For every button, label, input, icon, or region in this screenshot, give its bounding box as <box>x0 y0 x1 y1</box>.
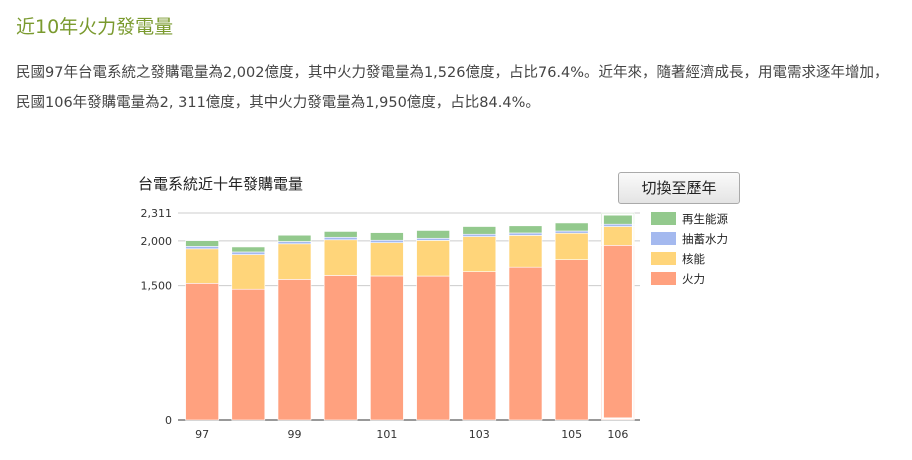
x-tick-label: 103 <box>469 428 490 441</box>
bar-segment-thermal[interactable] <box>508 266 543 421</box>
x-tick-label: 101 <box>376 428 397 441</box>
legend-swatch-nuclear <box>651 252 676 265</box>
x-tick-label: 105 <box>561 428 582 441</box>
bar-group-104[interactable] <box>508 225 543 421</box>
bar-segment-nuclear[interactable] <box>462 236 497 272</box>
bar-group-97[interactable] <box>185 240 219 421</box>
bar-segment-renewable[interactable] <box>185 240 219 247</box>
bar-segment-nuclear[interactable] <box>554 232 589 260</box>
legend-label-pumped: 抽蓄水力 <box>682 232 728 246</box>
y-tick-label: 2,000 <box>141 235 173 248</box>
bar-segment-thermal[interactable] <box>462 271 497 421</box>
bar-group-100[interactable] <box>323 231 358 421</box>
bar-segment-pumped[interactable] <box>323 236 358 241</box>
bar-segment-pumped[interactable] <box>185 246 219 250</box>
x-tick-label: 106 <box>607 428 628 441</box>
y-tick-label: 1,500 <box>141 280 173 293</box>
y-tick-label: 0 <box>165 414 172 427</box>
x-tick-label: 99 <box>288 428 302 441</box>
y-axis: 0 1,500 2,000 2,311 <box>141 207 173 427</box>
bar-segment-renewable[interactable] <box>370 232 404 241</box>
chart-bars <box>185 212 635 421</box>
bar-segment-pumped[interactable] <box>554 230 589 234</box>
bar-segment-renewable[interactable] <box>231 246 266 253</box>
legend-swatch-pumped <box>651 232 676 245</box>
bar-segment-renewable[interactable] <box>508 225 543 234</box>
legend-label-renewable: 再生能源 <box>682 212 728 226</box>
switch-to-history-button[interactable]: 切換至歷年 <box>618 172 740 204</box>
bar-segment-thermal[interactable] <box>231 288 266 421</box>
bar-segment-pumped[interactable] <box>601 223 635 227</box>
intro-paragraph: 民國97年台電系統之發購電量為2,002億度，其中火力發電量為1,526億度，占… <box>16 65 889 111</box>
bar-segment-pumped[interactable] <box>416 237 450 241</box>
bar-group-103[interactable] <box>462 226 497 421</box>
bar-segment-pumped[interactable] <box>277 241 312 245</box>
x-tick-label: 97 <box>195 428 209 441</box>
bar-segment-nuclear[interactable] <box>508 235 543 268</box>
bar-segment-renewable[interactable] <box>554 222 589 232</box>
legend-label-thermal: 火力 <box>682 272 705 286</box>
chart-title: 台電系統近十年發購電量 <box>138 175 303 193</box>
bar-segment-nuclear[interactable] <box>416 240 450 277</box>
bar-segment-pumped[interactable] <box>370 239 404 243</box>
bar-group-101[interactable] <box>370 232 404 421</box>
bar-segment-pumped[interactable] <box>231 251 266 255</box>
bar-segment-nuclear[interactable] <box>370 242 404 277</box>
bar-highlight <box>601 213 634 420</box>
bar-segment-pumped[interactable] <box>508 232 543 236</box>
bar-group-98[interactable] <box>231 246 266 421</box>
bar-segment-nuclear[interactable] <box>601 226 635 246</box>
bar-segment-thermal[interactable] <box>277 279 312 421</box>
bar-group-105[interactable] <box>554 222 589 421</box>
bar-segment-renewable[interactable] <box>601 212 635 225</box>
bar-group-99[interactable] <box>277 234 312 421</box>
x-axis: 97 99 101 103 105 106 <box>195 428 628 441</box>
bar-group-106[interactable] <box>601 212 635 421</box>
bar-segment-thermal[interactable] <box>554 259 589 421</box>
bar-segment-renewable[interactable] <box>277 234 312 242</box>
bar-group-102[interactable] <box>416 230 450 421</box>
bar-segment-renewable[interactable] <box>462 226 497 235</box>
bar-segment-renewable[interactable] <box>416 230 450 239</box>
bar-segment-pumped[interactable] <box>462 233 497 237</box>
legend-label-nuclear: 核能 <box>682 252 705 266</box>
legend-swatch-renewable <box>651 212 676 225</box>
bar-segment-thermal[interactable] <box>601 245 635 421</box>
y-tick-label: 2,311 <box>141 207 173 220</box>
bar-segment-thermal[interactable] <box>323 275 358 421</box>
bar-segment-thermal[interactable] <box>370 275 404 421</box>
legend-swatch-thermal <box>651 272 676 285</box>
bar-segment-thermal[interactable] <box>185 283 219 421</box>
bar-segment-nuclear[interactable] <box>323 239 358 276</box>
bar-segment-nuclear[interactable] <box>277 243 312 280</box>
bar-segment-nuclear[interactable] <box>231 254 266 290</box>
bar-segment-nuclear[interactable] <box>185 248 219 284</box>
page-title: 近10年火力發電量 <box>16 16 174 38</box>
bar-segment-thermal[interactable] <box>416 275 450 421</box>
bar-segment-renewable[interactable] <box>323 231 358 238</box>
